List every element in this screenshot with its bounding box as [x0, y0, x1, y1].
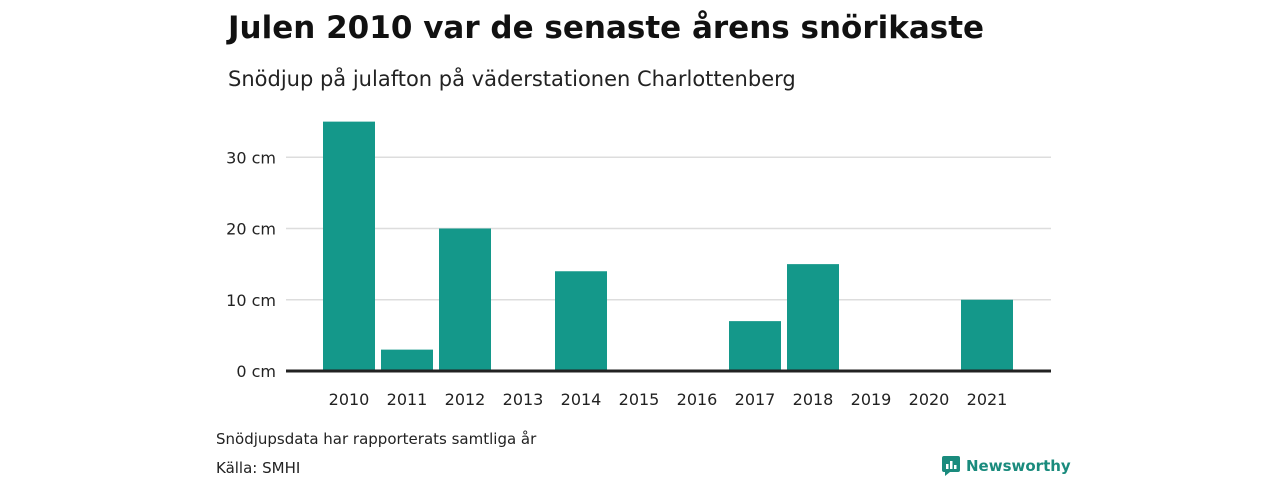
bar — [439, 228, 491, 371]
x-tick-label: 2015 — [619, 390, 660, 409]
x-tick-label: 2013 — [503, 390, 544, 409]
x-tick-label: 2010 — [329, 390, 370, 409]
x-tick-label: 2011 — [387, 390, 428, 409]
x-tick-label: 2012 — [445, 390, 486, 409]
gridlines — [286, 156, 1051, 301]
source-credit: Källa: SMHI — [216, 459, 301, 477]
x-tick-label: 2019 — [851, 390, 892, 409]
bar — [323, 121, 375, 371]
bar — [729, 321, 781, 371]
x-tick-label: 2018 — [793, 390, 834, 409]
x-tick-label: 2016 — [677, 390, 718, 409]
chart-title: Julen 2010 var de senaste årens snörikas… — [228, 10, 985, 46]
newsworthy-logo-icon — [942, 456, 960, 476]
bar — [381, 349, 433, 371]
bar — [787, 264, 839, 371]
y-tick-label: 20 cm — [226, 220, 276, 239]
brand-logo[interactable]: Newsworthy — [942, 456, 1071, 476]
y-tick-label: 10 cm — [226, 291, 276, 310]
footnote: Snödjupsdata har rapporterats samtliga å… — [216, 430, 537, 448]
chart-subtitle: Snödjup på julafton på väderstationen Ch… — [228, 67, 796, 91]
x-tick-label: 2017 — [735, 390, 776, 409]
bar — [961, 299, 1013, 371]
x-tick-label: 2020 — [909, 390, 950, 409]
y-tick-label: 0 cm — [236, 362, 276, 381]
x-tick-label: 2014 — [561, 390, 602, 409]
bar-chart: 0 cm 10 cm 20 cm 30 cm 2010 2011 2012 2013 2014 2… — [226, 121, 1051, 409]
bars — [323, 121, 1013, 371]
brand-name: Newsworthy — [966, 457, 1071, 475]
bar — [555, 271, 607, 371]
x-tick-label: 2021 — [967, 390, 1008, 409]
axes: 0 cm 10 cm 20 cm 30 cm 2010 2011 2012 2013 2014 2… — [226, 148, 1051, 409]
y-tick-label: 30 cm — [226, 148, 276, 167]
